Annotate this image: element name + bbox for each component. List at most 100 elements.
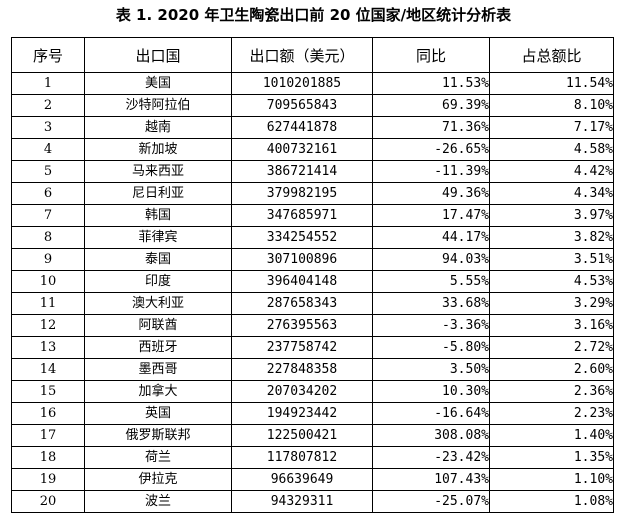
cell-index: 15 [11, 380, 85, 403]
cell-share: 2.23% [489, 402, 614, 425]
cell-yoy: -23.42% [372, 446, 490, 469]
table-row: 6 尼日利亚 379982195 49.36% 4.34% [11, 182, 614, 205]
cell-share: 1.08% [489, 490, 614, 513]
cell-country: 波兰 [84, 490, 232, 513]
cell-export-value: 276395563 [231, 314, 373, 337]
table-row: 9 泰国 307100896 94.03% 3.51% [11, 248, 614, 271]
table-row: 19 伊拉克 96639649 107.43% 1.10% [11, 468, 614, 491]
table-title: 表 1. 2020 年卫生陶瓷出口前 20 位国家/地区统计分析表 [115, 6, 512, 24]
table-row: 20 波兰 94329311 -25.07% 1.08% [11, 490, 614, 513]
cell-country: 墨西哥 [84, 358, 232, 381]
cell-country: 马来西亚 [84, 160, 232, 183]
cell-export-value: 334254552 [231, 226, 373, 249]
cell-share: 2.72% [489, 336, 614, 359]
cell-yoy: 49.36% [372, 182, 490, 205]
table-row: 17 俄罗斯联邦 122500421 308.08% 1.40% [11, 424, 614, 447]
cell-country: 韩国 [84, 204, 232, 227]
cell-export-value: 96639649 [231, 468, 373, 491]
cell-index: 18 [11, 446, 85, 469]
header-yoy: 同比 [372, 37, 490, 73]
cell-export-value: 237758742 [231, 336, 373, 359]
cell-country: 美国 [84, 72, 232, 95]
table-row: 5 马来西亚 386721414 -11.39% 4.42% [11, 160, 614, 183]
cell-index: 16 [11, 402, 85, 425]
table-row: 13 西班牙 237758742 -5.80% 2.72% [11, 336, 614, 359]
cell-export-value: 627441878 [231, 116, 373, 139]
table-row: 16 英国 194923442 -16.64% 2.23% [11, 402, 614, 425]
cell-index: 19 [11, 468, 85, 491]
cell-index: 5 [11, 160, 85, 183]
cell-country: 西班牙 [84, 336, 232, 359]
cell-share: 4.42% [489, 160, 614, 183]
cell-yoy: 5.55% [372, 270, 490, 293]
cell-index: 20 [11, 490, 85, 513]
cell-index: 6 [11, 182, 85, 205]
export-statistics-table: 序号 出口国 出口额（美元） 同比 占总额比 1 美国 1010201885 11.5… [11, 37, 614, 513]
cell-index: 9 [11, 248, 85, 271]
cell-index: 3 [11, 116, 85, 139]
cell-share: 2.60% [489, 358, 614, 381]
cell-export-value: 227848358 [231, 358, 373, 381]
cell-share: 2.36% [489, 380, 614, 403]
cell-country: 荷兰 [84, 446, 232, 469]
cell-country: 沙特阿拉伯 [84, 94, 232, 117]
cell-index: 8 [11, 226, 85, 249]
cell-share: 7.17% [489, 116, 614, 139]
cell-index: 17 [11, 424, 85, 447]
table-header-row: 序号 出口国 出口额（美元） 同比 占总额比 [11, 37, 614, 73]
cell-share: 11.54% [489, 72, 614, 95]
cell-yoy: -5.80% [372, 336, 490, 359]
cell-share: 3.97% [489, 204, 614, 227]
cell-share: 3.16% [489, 314, 614, 337]
cell-index: 10 [11, 270, 85, 293]
cell-export-value: 396404148 [231, 270, 373, 293]
table-body: 1 美国 1010201885 11.53% 11.54% 2 沙特阿拉伯 709565843… [11, 72, 614, 513]
cell-country: 新加坡 [84, 138, 232, 161]
cell-yoy: -11.39% [372, 160, 490, 183]
cell-country: 印度 [84, 270, 232, 293]
table-row: 8 菲律宾 334254552 44.17% 3.82% [11, 226, 614, 249]
cell-share: 1.35% [489, 446, 614, 469]
cell-country: 菲律宾 [84, 226, 232, 249]
cell-index: 7 [11, 204, 85, 227]
cell-yoy: -26.65% [372, 138, 490, 161]
cell-index: 4 [11, 138, 85, 161]
header-export-value: 出口额（美元） [231, 37, 373, 73]
cell-country: 阿联酋 [84, 314, 232, 337]
cell-country: 俄罗斯联邦 [84, 424, 232, 447]
cell-yoy: 44.17% [372, 226, 490, 249]
table-row: 12 阿联酋 276395563 -3.36% 3.16% [11, 314, 614, 337]
cell-yoy: 11.53% [372, 72, 490, 95]
cell-export-value: 1010201885 [231, 72, 373, 95]
table-row: 3 越南 627441878 71.36% 7.17% [11, 116, 614, 139]
cell-index: 14 [11, 358, 85, 381]
cell-yoy: 94.03% [372, 248, 490, 271]
cell-share: 4.53% [489, 270, 614, 293]
cell-country: 英国 [84, 402, 232, 425]
cell-yoy: 3.50% [372, 358, 490, 381]
table-row: 4 新加坡 400732161 -26.65% 4.58% [11, 138, 614, 161]
cell-share: 1.40% [489, 424, 614, 447]
cell-export-value: 400732161 [231, 138, 373, 161]
table-row: 11 澳大利亚 287658343 33.68% 3.29% [11, 292, 614, 315]
cell-country: 泰国 [84, 248, 232, 271]
cell-yoy: 69.39% [372, 94, 490, 117]
cell-yoy: 10.30% [372, 380, 490, 403]
cell-share: 3.51% [489, 248, 614, 271]
cell-country: 澳大利亚 [84, 292, 232, 315]
cell-share: 3.82% [489, 226, 614, 249]
cell-share: 8.10% [489, 94, 614, 117]
cell-index: 12 [11, 314, 85, 337]
cell-export-value: 94329311 [231, 490, 373, 513]
cell-export-value: 347685971 [231, 204, 373, 227]
header-country: 出口国 [84, 37, 232, 73]
header-share: 占总额比 [489, 37, 614, 73]
table-row: 1 美国 1010201885 11.53% 11.54% [11, 72, 614, 95]
cell-share: 4.58% [489, 138, 614, 161]
cell-yoy: 33.68% [372, 292, 490, 315]
table-row: 15 加拿大 207034202 10.30% 2.36% [11, 380, 614, 403]
cell-share: 1.10% [489, 468, 614, 491]
cell-country: 加拿大 [84, 380, 232, 403]
cell-yoy: -3.36% [372, 314, 490, 337]
cell-country: 尼日利亚 [84, 182, 232, 205]
